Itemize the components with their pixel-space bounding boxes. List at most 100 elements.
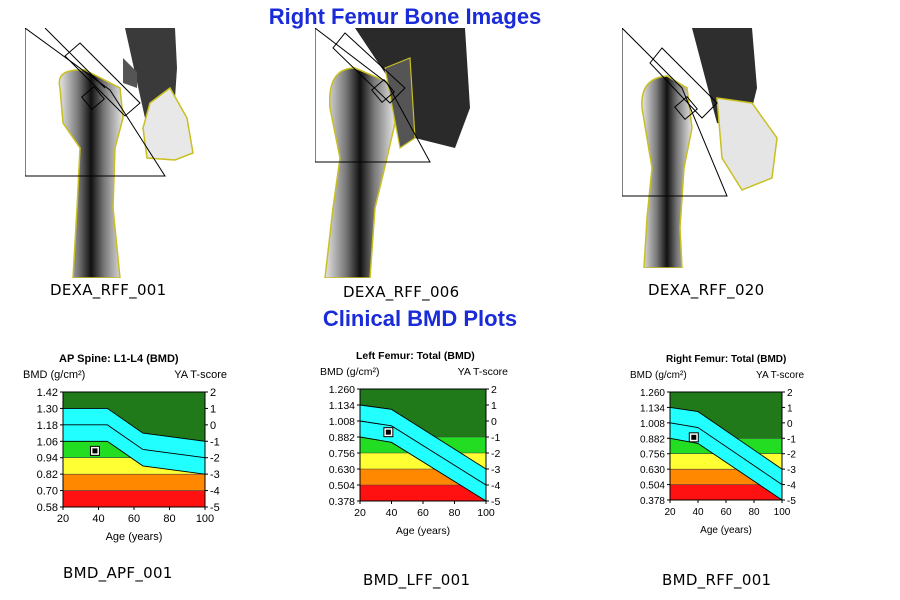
x-tick-label: 40 xyxy=(692,507,704,518)
plot-caption-2: BMD_LFF_001 xyxy=(363,571,471,589)
x-tick-label: 100 xyxy=(774,507,791,518)
t-tick-label: -2 xyxy=(491,448,500,460)
t-tick-label: -5 xyxy=(491,496,500,508)
reference-upper-line xyxy=(63,407,206,442)
image-caption-1: DEXA_RFF_001 xyxy=(50,281,167,299)
y-tick-label: 0.504 xyxy=(329,480,355,492)
t-tick-label: 0 xyxy=(210,420,216,432)
zone-band xyxy=(670,484,782,500)
reference-band xyxy=(670,407,782,500)
x-tick-label: 20 xyxy=(354,507,366,519)
y-tick-label: 0.882 xyxy=(329,432,355,444)
y-axis-label: BMD (g/cm²) xyxy=(320,366,380,378)
patient-marker-dot xyxy=(385,429,391,435)
chart-title: Left Femur: Total (BMD) xyxy=(356,350,475,362)
t-tick-label: -4 xyxy=(491,480,500,492)
chart-title: Right Femur: Total (BMD) xyxy=(666,354,786,365)
y-tick-label: 0.756 xyxy=(329,448,355,460)
y-tick-label: 0.82 xyxy=(37,469,58,481)
reference-mean-line xyxy=(63,424,206,459)
t-tick-label: -4 xyxy=(787,481,796,492)
t-tick-label: 0 xyxy=(491,416,497,428)
y-tick-label: 1.260 xyxy=(640,388,665,399)
t-tick-label: -3 xyxy=(787,465,796,476)
bmd-chart-ap-spine: AP Spine: L1-L4 (BMD) BMD (g/cm²) YA T-sco… xyxy=(23,353,227,543)
y-tick-label: 1.30 xyxy=(37,403,58,415)
y-tick-label: 1.134 xyxy=(329,400,355,412)
x-tick-label: 60 xyxy=(417,507,429,519)
y-tick-label: 0.504 xyxy=(640,481,665,492)
y-tick-label: 0.378 xyxy=(640,496,665,507)
t-tick-label: 2 xyxy=(787,388,793,399)
t-tick-label: 1 xyxy=(787,403,793,414)
t-tick-label: 1 xyxy=(210,403,216,415)
bone-images-heading: Right Femur Bone Images xyxy=(268,4,542,29)
bmd-chart-left-femur: Left Femur: Total (BMD) BMD (g/cm²) YA T-s… xyxy=(320,350,509,537)
t-tick-label: -1 xyxy=(787,434,796,445)
y-tick-label: 0.70 xyxy=(37,486,58,498)
t-tick-label: -1 xyxy=(210,436,220,448)
y-tick-label: 0.630 xyxy=(640,465,665,476)
y-tick-label: 0.756 xyxy=(640,450,665,461)
t-tick-label: 0 xyxy=(787,419,793,430)
y-tick-label: 1.008 xyxy=(329,416,355,428)
x-tick-label: 80 xyxy=(449,507,461,519)
x-tick-label: 20 xyxy=(664,507,676,518)
y-tick-label: 1.42 xyxy=(37,387,58,399)
reference-mean-line xyxy=(669,422,783,485)
x-tick-label: 80 xyxy=(163,513,175,525)
image-caption-2: DEXA_RFF_006 xyxy=(343,283,460,301)
zone-band xyxy=(360,485,486,501)
t-tick-label: 2 xyxy=(491,384,497,396)
chart-title: AP Spine: L1-L4 (BMD) xyxy=(59,353,179,365)
y-tick-label: 1.008 xyxy=(640,419,665,430)
x-tick-label: 100 xyxy=(477,507,495,519)
bone-image-2 xyxy=(315,28,475,278)
bmd-chart-right-femur: Right Femur: Total (BMD) BMD (g/cm²) YA T-… xyxy=(630,354,804,536)
reference-lower-line xyxy=(359,436,487,502)
x-axis-label: Age (years) xyxy=(396,525,450,537)
y2-axis-label: YA T-score xyxy=(458,366,509,378)
patient-marker-dot xyxy=(691,434,697,440)
reference-upper-line xyxy=(359,404,487,470)
y-tick-label: 1.18 xyxy=(37,420,58,432)
t-tick-label: -5 xyxy=(210,502,220,514)
t-tick-label: -2 xyxy=(787,450,796,461)
t-tick-label: -3 xyxy=(491,464,500,476)
y-tick-label: 1.260 xyxy=(329,384,355,396)
zone-band xyxy=(63,490,205,507)
t-tick-label: 2 xyxy=(210,387,216,399)
y-tick-label: 0.630 xyxy=(329,464,355,476)
t-tick-label: -4 xyxy=(210,486,220,498)
x-tick-label: 40 xyxy=(92,513,104,525)
x-tick-label: 40 xyxy=(386,507,398,519)
y-tick-label: 0.58 xyxy=(37,502,58,514)
y-tick-label: 0.378 xyxy=(329,496,355,508)
reference-upper-line xyxy=(669,406,783,470)
t-tick-label: -1 xyxy=(491,432,500,444)
plot-caption-1: BMD_APF_001 xyxy=(63,564,173,582)
plot-caption-3: BMD_RFF_001 xyxy=(662,571,772,589)
x-tick-label: 20 xyxy=(57,513,69,525)
t-tick-label: -5 xyxy=(787,496,796,507)
y-axis-label: BMD (g/cm²) xyxy=(23,369,85,381)
y2-axis-label: YA T-score xyxy=(174,369,227,381)
reference-mean-line xyxy=(359,420,487,486)
zone-band xyxy=(63,474,205,491)
x-tick-label: 80 xyxy=(748,507,760,518)
bmd-plots-heading: Clinical BMD Plots xyxy=(322,306,518,331)
bone-image-3 xyxy=(622,28,782,268)
x-tick-label: 60 xyxy=(720,507,732,518)
y-tick-label: 1.134 xyxy=(640,403,665,414)
reference-lower-line xyxy=(669,437,783,501)
y-tick-label: 0.882 xyxy=(640,434,665,445)
t-tick-label: -2 xyxy=(210,453,220,465)
y-axis-label: BMD (g/cm²) xyxy=(630,370,687,381)
reference-lower-line xyxy=(63,440,206,475)
t-tick-label: -3 xyxy=(210,469,220,481)
t-tick-label: 1 xyxy=(491,400,497,412)
x-tick-label: 100 xyxy=(196,513,214,525)
y2-axis-label: YA T-score xyxy=(756,370,804,381)
image-caption-3: DEXA_RFF_020 xyxy=(648,281,765,299)
x-tick-label: 60 xyxy=(128,513,140,525)
